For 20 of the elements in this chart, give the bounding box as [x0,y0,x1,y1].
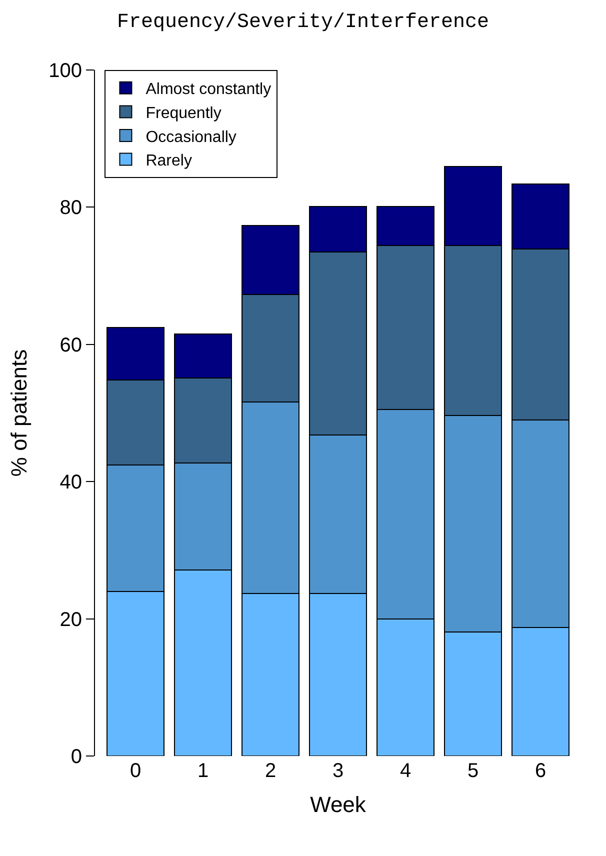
legend-label: Frequently [146,104,222,122]
y-tick-label: 80 [60,197,82,220]
x-tick-label: 1 [197,760,209,782]
x-tick-label: 5 [467,760,479,782]
y-tick-label: 100 [48,60,82,82]
x-tick-label: 2 [264,760,276,782]
x-tick-label: 6 [534,760,546,782]
x-tick-label: 0 [130,760,142,782]
y-tick-label: 40 [60,472,82,494]
x-axis-title: Week [310,792,367,817]
legend-label: Almost constantly [146,81,272,98]
x-tick-label: 3 [332,760,344,782]
y-tick-label: 0 [70,746,82,768]
y-tick-label: 60 [60,334,82,356]
legend-label: Rarely [146,152,192,170]
chart-title: Frequency/Severity/Interference [116,10,490,34]
x-tick-label: 4 [400,760,412,782]
legend-label: Occasionally [146,128,236,146]
y-tick-label: 20 [60,608,82,631]
y-axis-title: % of patients [6,349,32,477]
